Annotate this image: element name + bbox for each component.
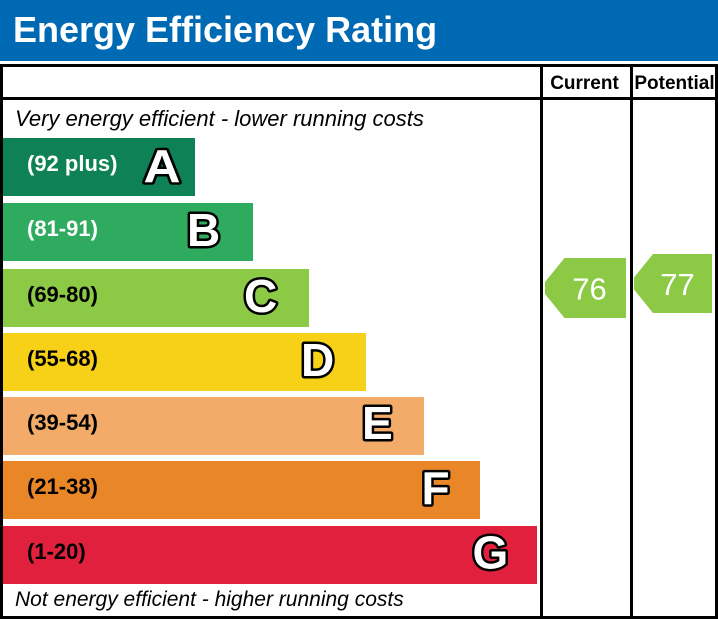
svg-text:76: 76 [572,272,606,307]
svg-text:C: C [244,270,277,322]
svg-text:D: D [301,334,334,386]
svg-text:E: E [362,397,393,449]
svg-text:B: B [187,204,220,256]
svg-text:F: F [422,462,450,514]
svg-text:G: G [473,527,509,579]
svg-text:77: 77 [660,267,694,302]
svg-text:A: A [144,140,181,192]
